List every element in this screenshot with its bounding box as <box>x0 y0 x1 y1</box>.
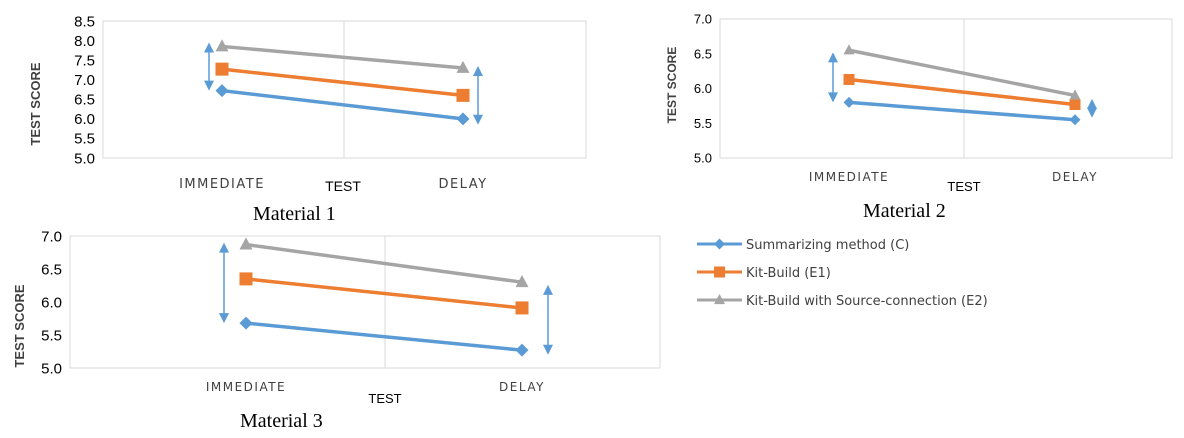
data-point-diamond <box>239 316 253 330</box>
range-arrow-head-up <box>543 284 553 295</box>
data-point-triangle <box>239 237 253 250</box>
y-axis-title: TEST SCORE <box>12 284 27 367</box>
legend-item-2: Kit-Build (E1) <box>697 266 831 281</box>
data-point-triangle <box>1069 89 1081 100</box>
data-point-square <box>1069 98 1081 110</box>
legend-label: Summarizing method (C) <box>746 238 909 253</box>
y-axis-title: TEST SCORE <box>28 62 43 145</box>
legend-label: Kit-Build (E1) <box>746 266 831 281</box>
x-tick-label: IMMEDIATE <box>179 177 265 192</box>
range-arrow-head-down <box>204 80 214 91</box>
x-tick-label: IMMEDIATE <box>206 380 286 394</box>
data-point-diamond <box>843 96 855 108</box>
range-arrow-head-up <box>473 66 483 77</box>
caption-material-2: Material 2 <box>863 200 946 222</box>
plot-frame <box>69 235 661 369</box>
series-line-2 <box>220 67 465 98</box>
range-arrow-head-down <box>1087 107 1097 118</box>
chart-material-3: 5.0 5.5 6.0 6.5 7.0 TEST SCORE IMMEDIATE DELAY T… <box>12 228 661 406</box>
data-point-diamond <box>456 112 470 126</box>
series-line-3 <box>847 48 1077 98</box>
x-tick-label: DELAY <box>438 177 487 192</box>
y-tick-label: 6.0 <box>74 111 95 128</box>
range-arrow-head-down <box>473 114 483 125</box>
series-line-2 <box>847 77 1077 107</box>
chart-material-1: 5.0 5.5 6.0 6.5 7.0 7.5 8.0 8.5 TEST SCORE IMMEDI… <box>28 13 587 194</box>
series-line-2 <box>244 277 524 310</box>
x-axis-title: TEST <box>368 391 401 406</box>
legend-marker-diamond <box>714 238 725 250</box>
data-point-triangle <box>843 44 855 55</box>
legend-marker-square <box>714 266 725 278</box>
plot-frame <box>719 18 1173 159</box>
range-arrow <box>1087 98 1097 118</box>
y-tick-label: 7.0 <box>41 228 62 245</box>
data-point-triangle <box>515 275 529 288</box>
series-line-1 <box>220 88 465 121</box>
caption-material-1: Material 1 <box>253 203 336 225</box>
y-tick-label: 6.5 <box>74 92 95 109</box>
y-tick-label: 7.5 <box>74 52 95 69</box>
y-tick-label: 8.5 <box>74 13 95 30</box>
legend-label: Kit-Build with Source-connection (E2) <box>746 294 988 309</box>
y-axis-title: TEST SCORE <box>665 47 679 124</box>
range-arrow-head-down <box>828 92 838 103</box>
y-tick-label: 8.0 <box>74 33 95 50</box>
data-point-square <box>239 272 253 286</box>
x-tick-label: IMMEDIATE <box>809 170 889 184</box>
range-arrow-head-up <box>219 242 229 253</box>
data-point-diamond <box>1069 114 1081 126</box>
data-point-square <box>843 73 855 85</box>
range-arrow-head-down <box>543 344 553 355</box>
x-tick-label: DELAY <box>499 380 545 394</box>
chart-material-2: 5.0 5.5 6.0 6.5 7.0 TEST SCORE IMMEDIATE DELAY T… <box>665 12 1173 194</box>
data-point-square <box>215 62 229 76</box>
range-arrow <box>219 242 229 324</box>
caption-material-3: Material 3 <box>240 410 323 432</box>
data-point-square <box>456 88 470 102</box>
range-arrow <box>828 52 838 103</box>
range-arrow-head-up <box>828 52 838 63</box>
y-tick-label: 6.0 <box>41 294 62 311</box>
y-tick-label: 5.0 <box>694 151 712 166</box>
y-tick-label: 6.5 <box>41 261 62 278</box>
legend-marker-triangle <box>714 293 725 305</box>
range-arrow-head-up <box>204 42 214 53</box>
legend-item-1: Summarizing method (C) <box>697 238 909 253</box>
y-tick-label: 5.5 <box>694 116 712 131</box>
y-tick-label: 6.5 <box>694 46 712 61</box>
x-axis-title: TEST <box>947 179 980 194</box>
data-point-diamond <box>215 84 229 98</box>
y-tick-label: 6.0 <box>694 81 712 96</box>
data-point-triangle <box>456 60 470 73</box>
y-tick-label: 5.0 <box>74 150 95 167</box>
series-line-1 <box>847 100 1077 122</box>
range-arrow <box>473 66 483 125</box>
range-arrow-head-down <box>219 313 229 324</box>
range-arrow <box>543 284 553 355</box>
series-line-3 <box>244 242 524 284</box>
range-arrow <box>204 42 214 91</box>
y-tick-label: 5.5 <box>74 131 95 148</box>
y-tick-label: 7.0 <box>74 72 95 89</box>
data-point-triangle <box>215 39 229 52</box>
data-point-diamond <box>515 343 529 357</box>
x-tick-label: DELAY <box>1052 170 1098 184</box>
legend: Summarizing method (C) Kit-Build (E1) Kit-… <box>697 238 988 309</box>
series-line-1 <box>244 321 524 352</box>
y-tick-label: 7.0 <box>694 12 712 27</box>
y-tick-label: 5.5 <box>41 327 62 344</box>
legend-item-3: Kit-Build with Source-connection (E2) <box>697 293 988 309</box>
y-tick-label: 5.0 <box>41 360 62 377</box>
data-point-square <box>515 301 529 315</box>
range-arrow-head-up <box>1087 98 1097 109</box>
x-axis-title: TEST <box>325 178 361 194</box>
series-line-3 <box>220 44 465 70</box>
